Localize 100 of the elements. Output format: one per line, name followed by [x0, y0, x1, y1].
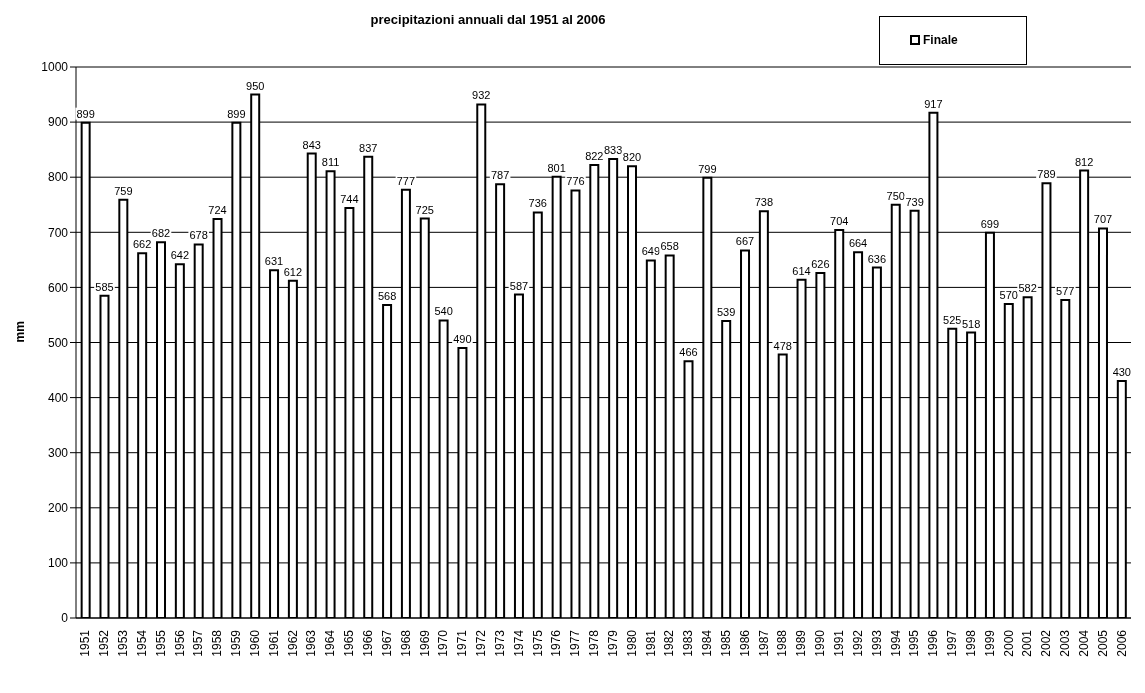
data-label: 587 — [509, 279, 529, 292]
data-label: 612 — [283, 265, 303, 278]
data-label: 664 — [848, 237, 868, 250]
x-tick-label: 1969 — [417, 629, 432, 657]
data-label: 822 — [585, 150, 604, 163]
x-tick-label: 1952 — [97, 629, 112, 657]
data-label: 799 — [698, 162, 717, 175]
data-label: 739 — [905, 195, 924, 208]
x-tick-label: 1964 — [323, 629, 338, 657]
x-tick-label: 1994 — [888, 629, 903, 657]
y-tick-label: 800 — [47, 170, 69, 185]
data-label: 582 — [1018, 282, 1037, 295]
data-label: 811 — [321, 156, 340, 169]
x-tick-label: 1992 — [850, 629, 865, 657]
x-tick-label: 1967 — [379, 629, 394, 657]
data-label: 662 — [132, 238, 152, 251]
x-tick-label: 1957 — [191, 629, 206, 657]
data-label: 631 — [264, 255, 284, 268]
x-tick-label: 1983 — [681, 629, 696, 657]
x-tick-label: 1960 — [247, 629, 262, 657]
x-tick-label: 1965 — [342, 629, 357, 657]
data-label: 678 — [189, 229, 208, 242]
x-tick-label: 1986 — [737, 629, 752, 657]
y-tick-label: 300 — [47, 445, 69, 460]
x-tick-label: 1987 — [756, 629, 771, 657]
data-label: 899 — [227, 107, 246, 120]
data-label: 649 — [641, 245, 661, 258]
y-tick-label: 700 — [47, 225, 69, 240]
legend-label: Finale — [922, 33, 958, 47]
data-label: 950 — [246, 79, 265, 92]
data-label: 490 — [453, 333, 472, 346]
data-label: 789 — [1037, 168, 1056, 181]
data-label: 787 — [490, 169, 510, 182]
data-label: 478 — [773, 339, 792, 352]
y-tick-label: 500 — [47, 335, 69, 350]
data-label: 932 — [472, 89, 491, 102]
x-tick-label: 2002 — [1039, 629, 1054, 657]
x-tick-label: 1971 — [455, 629, 470, 657]
x-tick-label: 2003 — [1058, 629, 1073, 657]
data-label: 776 — [566, 175, 585, 188]
data-label: 833 — [603, 144, 623, 157]
y-tick-label: 600 — [47, 280, 69, 295]
x-tick-label: 1985 — [718, 629, 733, 657]
x-tick-label: 1980 — [624, 629, 639, 657]
y-tick-label: 100 — [47, 556, 69, 571]
data-label: 725 — [415, 203, 434, 216]
x-tick-label: 1982 — [662, 629, 677, 657]
data-label: 568 — [377, 290, 397, 303]
data-label: 837 — [359, 141, 378, 154]
data-label: 801 — [547, 161, 566, 174]
data-label: 636 — [867, 252, 887, 265]
x-tick-label: 1978 — [587, 629, 602, 657]
x-tick-label: 1975 — [530, 629, 545, 657]
x-tick-label: 1966 — [361, 629, 376, 657]
data-label: 539 — [717, 306, 736, 319]
data-label: 820 — [622, 151, 642, 164]
data-label: 518 — [961, 317, 981, 330]
x-tick-label: 1998 — [963, 629, 978, 657]
y-tick-label: 400 — [47, 390, 69, 405]
data-label: 707 — [1093, 213, 1113, 226]
x-tick-label: 1996 — [926, 629, 941, 657]
x-tick-label: 2006 — [1114, 629, 1129, 657]
x-tick-label: 1999 — [982, 629, 997, 657]
data-label: 614 — [792, 264, 811, 277]
x-tick-label: 1951 — [78, 629, 93, 657]
x-tick-label: 1962 — [285, 629, 300, 657]
y-axis-title: mm — [13, 321, 28, 343]
x-tick-label: 1989 — [794, 629, 809, 657]
data-label: 777 — [396, 174, 416, 187]
x-tick-label: 1963 — [304, 629, 319, 657]
data-label: 667 — [735, 235, 755, 248]
x-tick-label: 1972 — [474, 629, 489, 657]
x-tick-label: 1981 — [643, 629, 658, 657]
data-label: 917 — [924, 97, 943, 110]
x-tick-label: 1990 — [813, 629, 828, 657]
data-label: 430 — [1112, 366, 1131, 379]
x-tick-label: 1991 — [831, 629, 846, 657]
x-tick-label: 1954 — [134, 629, 149, 657]
data-label: 699 — [980, 217, 1000, 230]
x-tick-label: 2001 — [1020, 629, 1035, 657]
data-label: 577 — [1056, 285, 1075, 298]
x-tick-label: 1956 — [172, 629, 187, 657]
x-tick-label: 2004 — [1076, 629, 1091, 657]
data-label: 724 — [208, 204, 227, 217]
x-tick-label: 1955 — [153, 629, 168, 657]
y-tick-label: 200 — [47, 501, 69, 516]
data-label: 642 — [170, 249, 190, 262]
data-label: 570 — [999, 288, 1018, 301]
x-tick-label: 1988 — [775, 629, 790, 657]
x-tick-label: 1984 — [700, 629, 715, 657]
x-tick-label: 1977 — [568, 629, 583, 657]
x-tick-label: 1995 — [907, 629, 922, 657]
data-label: 466 — [679, 346, 698, 359]
x-tick-label: 1958 — [210, 629, 225, 657]
x-tick-label: 1973 — [492, 629, 507, 657]
data-label: 585 — [95, 280, 114, 293]
data-label: 704 — [830, 215, 849, 228]
x-tick-label: 2000 — [1001, 629, 1016, 657]
data-label: 658 — [660, 240, 679, 253]
x-tick-label: 1997 — [945, 629, 960, 657]
